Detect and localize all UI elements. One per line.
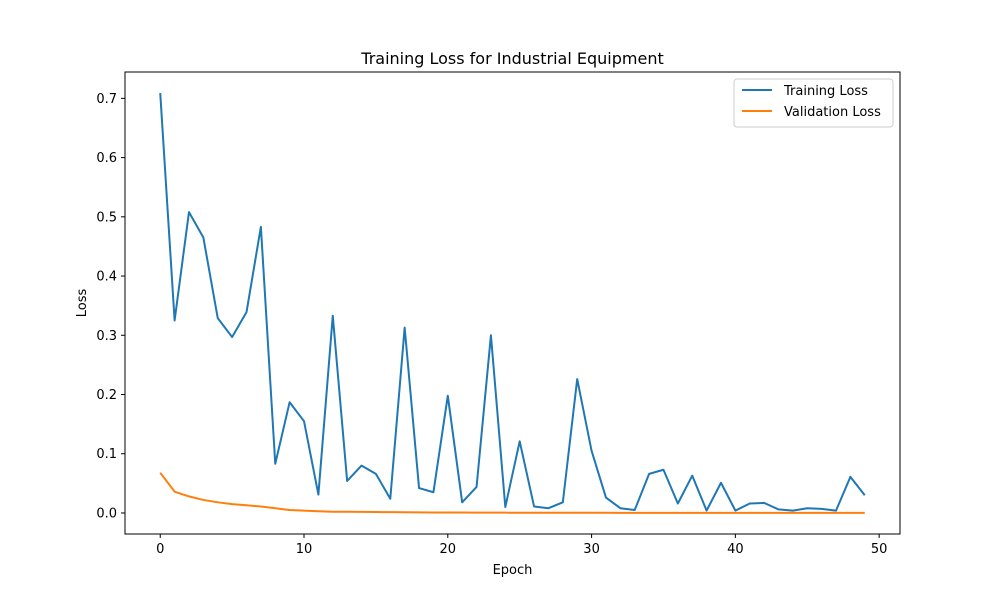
series-line-training-loss <box>159 92 866 512</box>
x-tick-label: 40 <box>727 542 744 557</box>
y-tick-label: 0.4 <box>96 270 117 285</box>
y-tick-label: 0.0 <box>96 506 117 521</box>
series-line-validation-loss <box>159 472 865 514</box>
legend: Training Loss Validation Loss <box>733 78 894 128</box>
y-tick-label: 0.1 <box>96 447 117 462</box>
axes-frame <box>124 71 901 535</box>
x-tick-label: 0 <box>156 542 164 557</box>
plot-area <box>159 92 866 514</box>
legend-label-training-loss: Training Loss <box>783 84 868 99</box>
y-tick-label: 0.7 <box>96 92 117 107</box>
legend-box <box>733 78 894 128</box>
y-axis-label: Loss <box>75 289 90 318</box>
y-tick-label: 0.6 <box>96 151 117 166</box>
x-tick-label: 50 <box>871 542 888 557</box>
x-tick-label: 10 <box>296 542 313 557</box>
x-tick-label: 20 <box>440 542 457 557</box>
x-tick-label: 30 <box>583 542 600 557</box>
chart-title: Training Loss for Industrial Equipment <box>360 49 663 68</box>
axis-ticks: 0 10 20 30 40 50 0.0 0.1 0.2 0.3 0.4 0.5 0.6 0.7 <box>96 92 887 557</box>
y-tick-label: 0.3 <box>96 329 117 344</box>
legend-label-validation-loss: Validation Loss <box>784 105 881 120</box>
x-axis-label: Epoch <box>493 563 533 578</box>
y-tick-label: 0.2 <box>96 388 117 403</box>
y-tick-label: 0.5 <box>96 210 117 225</box>
